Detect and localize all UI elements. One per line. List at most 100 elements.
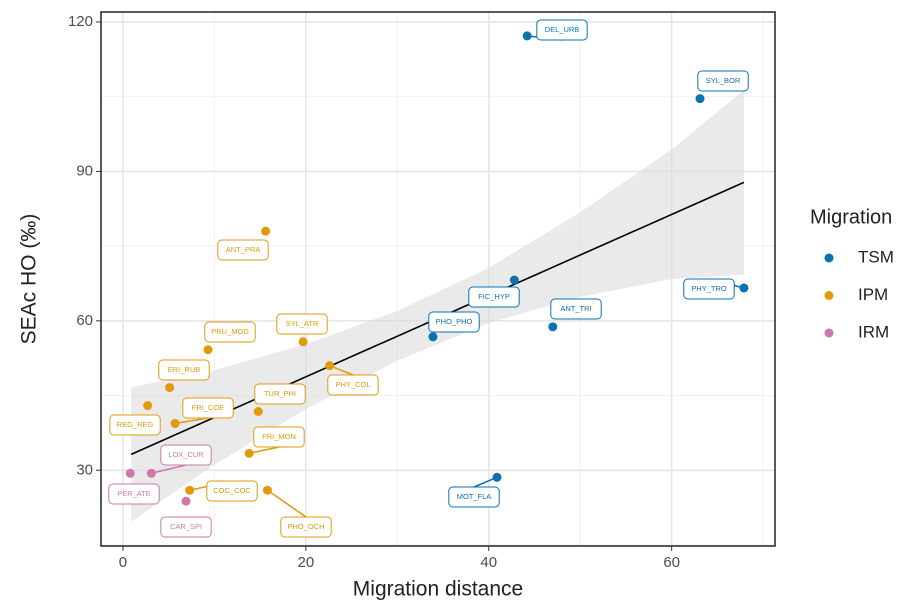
point — [143, 401, 153, 411]
label-text: PER_ATE — [117, 489, 151, 498]
point — [125, 468, 135, 478]
label-text: FRI_COE — [192, 403, 225, 412]
label-text: ANT_TRI — [560, 304, 591, 313]
point — [244, 448, 254, 458]
label-text: MOT_FLA — [457, 492, 492, 501]
label-box — [276, 313, 328, 335]
label-box — [206, 480, 258, 502]
x-tick-label: 40 — [480, 554, 497, 571]
point-label: DEL_URB — [527, 19, 588, 41]
label-text: SYL_ATR — [286, 319, 319, 328]
label-box — [160, 444, 212, 466]
label-box — [536, 19, 588, 41]
point — [739, 283, 749, 293]
point — [181, 496, 191, 506]
plot-border — [100, 11, 776, 547]
point — [165, 383, 175, 393]
label-text: ERI_RUB — [168, 365, 201, 374]
label-connector — [267, 489, 307, 518]
point-label: SYL_ATR — [276, 313, 328, 335]
legend-marker — [824, 253, 834, 263]
point-label: CAR_SPI — [160, 516, 212, 538]
point-label: LOX_CUR — [151, 444, 212, 475]
label-text: PRU_MOD — [211, 327, 249, 336]
point — [509, 275, 519, 285]
label-text: DEL_URB — [545, 25, 580, 34]
point-label: FRI_COE — [174, 397, 234, 425]
x-axis-title: Migration distance — [353, 578, 523, 601]
label-connector — [151, 464, 187, 475]
label-box — [550, 298, 602, 320]
point — [492, 472, 502, 482]
label-box — [108, 483, 160, 505]
label-box — [254, 383, 306, 405]
point-label: PER_ATE — [108, 483, 160, 505]
point — [522, 31, 532, 41]
point-label: ERI_RUB — [158, 359, 210, 381]
y-tick-label: 60 — [76, 312, 93, 329]
point-label: COC_COC — [189, 480, 258, 502]
point-label: ANT_PRA — [217, 239, 269, 261]
legend-label: IPM — [858, 285, 888, 304]
label-box — [697, 70, 749, 92]
label-box — [109, 414, 161, 436]
point — [262, 485, 272, 495]
label-box — [160, 516, 212, 538]
point — [203, 345, 213, 355]
point-label: FRI_MON — [248, 426, 305, 455]
x-tick-label: 0 — [119, 554, 127, 571]
point — [253, 407, 263, 417]
point-label: PHO_OCH — [267, 489, 332, 538]
label-text: COC_COC — [213, 486, 251, 495]
point — [548, 322, 558, 332]
point-label: TUR_PHI — [254, 383, 306, 405]
y-tick-label: 90 — [76, 162, 93, 179]
label-box — [158, 359, 210, 381]
point — [185, 485, 195, 495]
label-box — [468, 286, 520, 308]
point-label: REG_REG — [109, 414, 161, 436]
point-label: ANT_TRI — [550, 298, 602, 320]
point-label: PHO_PHO — [428, 311, 480, 333]
label-box — [280, 516, 332, 538]
label-box — [683, 278, 735, 300]
label-text: SYL_BOR — [706, 76, 741, 85]
label-text: LOX_CUR — [168, 450, 204, 459]
y-tick-label: 30 — [76, 461, 93, 478]
point-label: MOT_FLA — [448, 476, 500, 508]
legend-marker — [824, 328, 834, 338]
label-text: CAR_SPI — [170, 522, 202, 531]
point — [298, 337, 308, 347]
x-tick-label: 60 — [663, 554, 680, 571]
label-box — [253, 426, 305, 448]
y-axis-title: SEAc HO (‰) — [18, 214, 41, 345]
label-text: ANT_PRA — [226, 245, 261, 254]
label-box — [428, 311, 480, 333]
point — [146, 468, 156, 478]
point — [428, 332, 438, 342]
point — [261, 226, 271, 236]
label-box — [327, 374, 379, 396]
legend-label: IRM — [858, 322, 889, 341]
point-label: PHY_TRO — [683, 278, 745, 300]
label-text: TUR_PHI — [264, 389, 296, 398]
label-text: FIC_HYP — [478, 292, 510, 301]
point-label: PRU_MOD — [204, 321, 256, 343]
label-connector — [248, 446, 280, 455]
legend-marker — [824, 291, 834, 300]
label-text: PHO_OCH — [287, 522, 324, 531]
label-text: REG_REG — [117, 420, 154, 429]
label-box — [204, 321, 256, 343]
confidence-band — [131, 90, 744, 522]
point-label: SYL_BOR — [697, 70, 749, 92]
legend-label: TSM — [858, 247, 894, 266]
label-box — [182, 397, 234, 419]
label-connector — [174, 417, 209, 425]
legend-title: Migration — [810, 206, 892, 228]
label-text: PHY_COL — [335, 380, 370, 389]
label-text: PHO_PHO — [436, 317, 473, 326]
label-box — [448, 486, 500, 508]
label-text: FRI_MON — [262, 432, 296, 441]
point — [170, 418, 180, 428]
